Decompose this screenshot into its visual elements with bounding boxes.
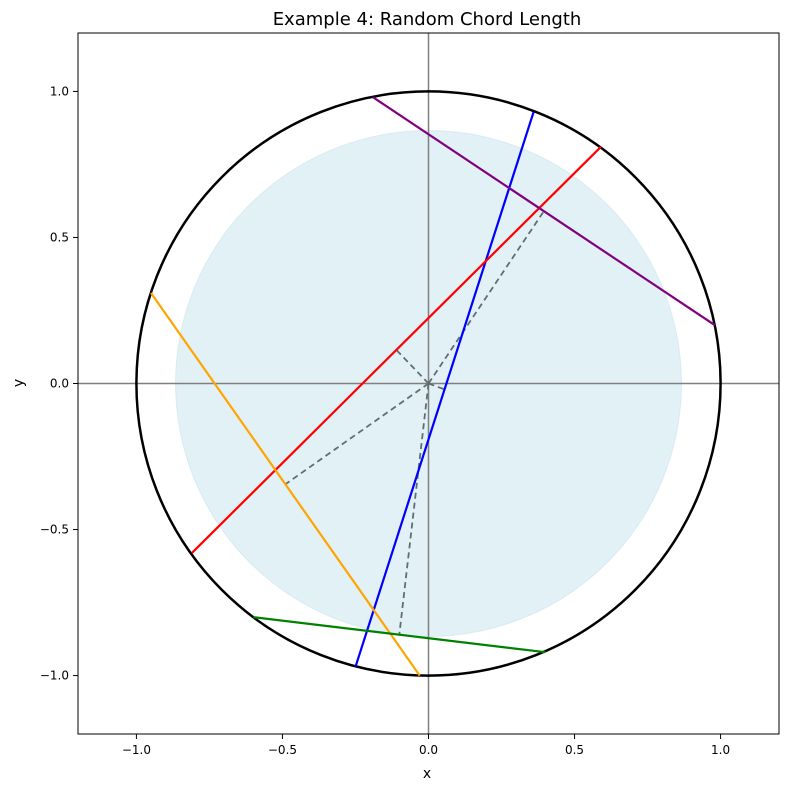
x-tick-label: −0.5 [268,743,297,757]
y-tick-label: 0.0 [50,377,69,391]
x-tick-label: 0.0 [419,743,438,757]
chart-title: Example 4: Random Chord Length [273,9,582,30]
y-axis-label: y [11,379,27,387]
chord-3 [372,96,716,326]
unit-circle [135,90,722,677]
y-axis-ticks: −1.0 −0.5 0.0 0.5 1.0 [40,84,78,683]
x-tick-label: 1.0 [711,743,730,757]
chord-4 [150,292,421,677]
chord-2 [191,146,602,554]
y-tick-label: 0.5 [50,230,69,244]
x-axis-ticks: −1.0 −0.5 0.0 0.5 1.0 [122,734,730,757]
radius-line-5 [398,383,430,635]
chord-1 [354,111,535,668]
y-tick-label: 1.0 [50,84,69,98]
y-tick-label: −1.0 [40,669,69,683]
radius-line-2 [395,349,430,385]
radius-line-1 [428,382,445,391]
plot-area [77,32,780,735]
y-tick-label: −0.5 [40,523,69,537]
x-tick-label: −1.0 [122,743,151,757]
x-axis-label: x [423,766,431,782]
radius-line-3 [427,210,545,385]
radius-line-4 [284,382,430,486]
x-tick-label: 0.5 [565,743,584,757]
chord-5 [253,616,546,654]
